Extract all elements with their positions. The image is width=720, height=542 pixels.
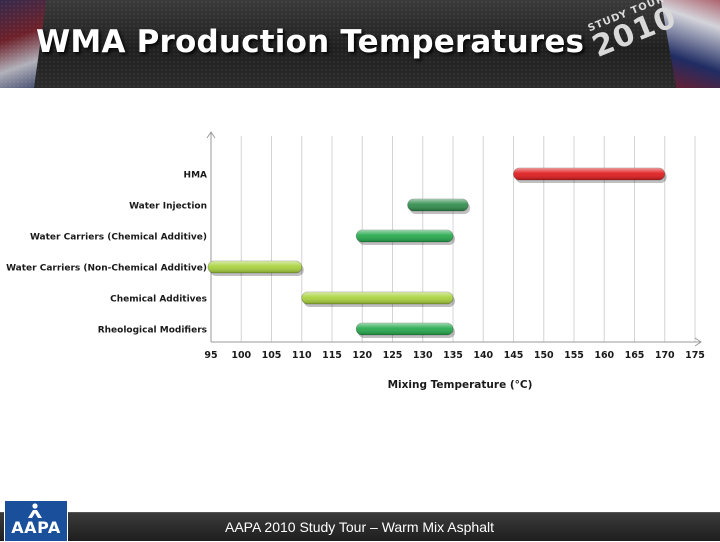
bar-highlight [407,199,469,211]
category-label: Chemical Additives [110,295,207,305]
range-bar-chart: 95 100 105 110 115 120 125 130 135 140 145 150 155 16… [6,131,705,391]
bar-highlight [301,292,453,304]
x-tick-label: 125 [383,350,403,361]
bar-highlight [356,323,453,335]
x-axis-label: Mixing Temperature (°C) [388,379,533,391]
slide-footer [0,512,720,541]
bar-highlight [356,230,453,242]
x-tick-label: 95 [204,350,217,361]
x-tick-label: 160 [594,350,614,361]
x-tick-label: 145 [504,350,524,361]
x-tick-label: 110 [292,350,312,361]
y-axis-arrow [206,131,216,139]
slide-title: WMA Production Temperatures [36,24,585,60]
chart-container: 95 100 105 110 115 120 125 130 135 140 145 150 155 16… [0,110,720,400]
x-tick-label: 165 [625,350,645,361]
x-tick-label: 130 [413,350,433,361]
logo-text: AAPA [11,518,61,537]
header-texture [0,0,720,88]
category-label: Water Injection [129,202,207,212]
category-label: HMA [184,171,207,181]
aapa-logo: AAPA [4,500,68,542]
x-tick-label: 135 [443,350,463,361]
x-tick-label: 120 [352,350,372,361]
x-tick-label: 100 [231,350,251,361]
x-tick-label: 105 [262,350,282,361]
person-icon [28,503,42,518]
x-tick-label: 175 [685,350,705,361]
x-tick-label: 140 [473,350,493,361]
category-label: Rheological Modifiers [98,326,207,336]
footer-caption: AAPA 2010 Study Tour – Warm Mix Asphalt [225,519,494,535]
bar-highlight [513,168,665,180]
category-label: Water Carriers (Chemical Additive) [30,233,207,243]
x-tick-label: 155 [564,350,584,361]
category-label: Water Carriers (Non-Chemical Additive) [6,264,207,274]
x-tick-label: 150 [534,350,554,361]
bar-highlight [207,261,302,273]
x-axis-arrow [694,337,702,347]
x-tick-label: 115 [322,350,342,361]
x-tick-label: 170 [655,350,675,361]
slide-header: STUDY TOUR 2010 [0,0,720,88]
